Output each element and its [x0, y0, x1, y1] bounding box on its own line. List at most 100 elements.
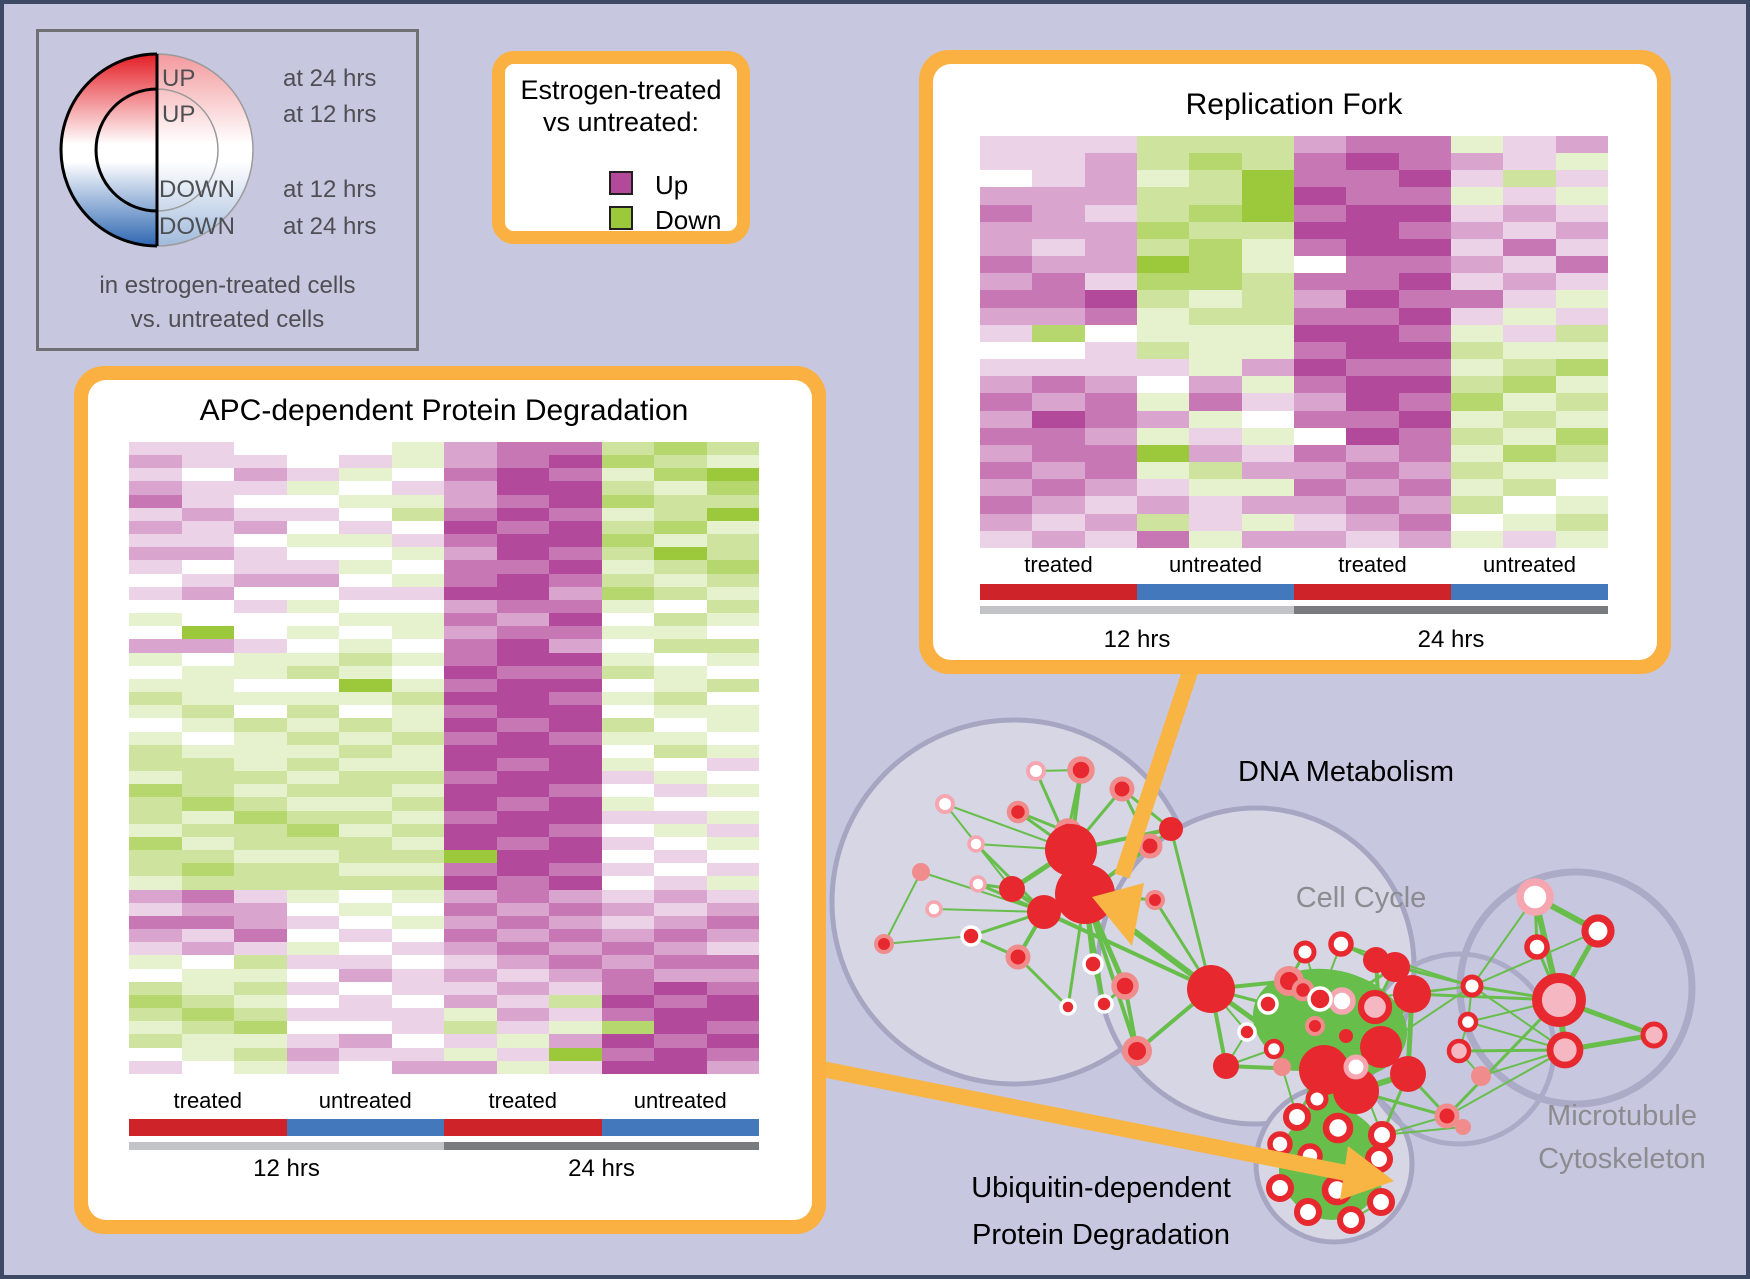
heatmap-cell [391, 520, 444, 535]
heatmap-cell [549, 442, 602, 456]
heatmap-cell [391, 547, 444, 561]
heatmap-cell [339, 534, 392, 548]
network-node [1082, 953, 1104, 975]
heatmap-cell [1555, 238, 1608, 257]
microtubule-label-line1: Microtubule [1547, 1100, 1697, 1132]
heatmap-cell [444, 929, 497, 943]
heatmap-cell [549, 1034, 602, 1048]
heatmap-cell [601, 678, 654, 693]
heatmap-cell [980, 427, 1033, 445]
heatmap-cell [234, 757, 287, 772]
heatmap-cell [1398, 513, 1451, 531]
heatmap-cell [129, 468, 182, 482]
heatmap-cell [1136, 444, 1190, 463]
heatmap-cell [129, 547, 182, 561]
time-label-12-hrs: 12 hrs [253, 1155, 320, 1182]
heatmap-cell [444, 455, 497, 469]
heatmap-cell [1346, 341, 1399, 360]
heatmap-cell [1503, 479, 1556, 497]
heatmap-cell [339, 481, 392, 495]
heatmap-cell [496, 902, 549, 916]
heatmap-cell [129, 929, 182, 943]
heatmap-cell [181, 639, 234, 653]
heatmap-cell [286, 1060, 339, 1074]
heatmap-cell [129, 994, 182, 1009]
heatmap-cell [706, 599, 759, 614]
heatmap-cell [1189, 290, 1242, 308]
heatmap-cell [1450, 427, 1504, 445]
heatmap-cell [1398, 136, 1451, 154]
heatmap-cell [1346, 376, 1399, 394]
network-node [1343, 1054, 1369, 1080]
heatmap-cell [1032, 221, 1085, 239]
heatmap-cell [706, 797, 759, 811]
heatmap-cell [286, 863, 339, 877]
heatmap-cell [444, 850, 497, 864]
heatmap-cell [1503, 444, 1556, 463]
heatmap-cell [129, 442, 182, 456]
heatmap-cell [444, 810, 497, 824]
heatmap-cell [181, 915, 234, 930]
heatmap-cell [339, 586, 392, 600]
heatmap-cell [444, 968, 497, 982]
heatmap-cell [444, 836, 497, 851]
heatmap-cell [980, 221, 1033, 239]
heatmap-cell [706, 915, 759, 930]
heatmap-cell [339, 1060, 392, 1074]
heatmap-cell [286, 744, 339, 758]
heatmap-cell [1084, 341, 1137, 360]
heatmap-cell [549, 863, 602, 877]
heatmap-cell [286, 1021, 339, 1035]
heatmap-cell [601, 573, 654, 587]
heatmap-cell [706, 981, 759, 995]
heatmap-cell [496, 586, 549, 600]
apc-heatmap [129, 442, 759, 1074]
heatmap-cell [601, 1021, 654, 1035]
heatmap-cell [391, 665, 444, 679]
heatmap-cell [1346, 238, 1399, 257]
heatmap-cell [1293, 479, 1347, 497]
heatmap-cell [601, 494, 654, 508]
heatmap-cell [1189, 513, 1242, 531]
heatmap-cell [129, 1008, 182, 1022]
heatmap-cell [1241, 496, 1294, 514]
heatmap-cell [654, 494, 707, 508]
heatmap-cell [496, 836, 549, 851]
heatmap-cell [1293, 256, 1347, 274]
heatmap-cell [444, 692, 497, 706]
heatmap-cell [339, 889, 392, 903]
network-node [1322, 1112, 1354, 1144]
heatmap-cell [181, 718, 234, 732]
heatmap-cell [1293, 324, 1347, 342]
microtubule-label-line2: Cytoskeleton [1538, 1143, 1706, 1175]
cell-cycle-label: Cell Cycle [1296, 882, 1427, 914]
heatmap-cell [706, 626, 759, 640]
heatmap-cell [1241, 393, 1294, 411]
heatmap-cell [1189, 238, 1242, 257]
heatmap-cell [1241, 136, 1294, 154]
heatmap-cell [654, 520, 707, 535]
heatmap-cell [286, 784, 339, 798]
heatmap-cell [496, 1034, 549, 1048]
heatmap-cell [1503, 273, 1556, 291]
heatmap-cell [234, 507, 287, 521]
heatmap-cell [1450, 462, 1504, 480]
heatmap-cell [601, 1060, 654, 1074]
heatmap-cell [1555, 204, 1608, 222]
heatmap-cell [549, 718, 602, 732]
heatmap-cell [181, 797, 234, 811]
group-label-treated-0: treated [1024, 552, 1093, 577]
heatmap-cell [1241, 256, 1294, 274]
heatmap-cell [129, 626, 182, 640]
heatmap-cell [234, 705, 287, 719]
heatmap-cell [1398, 256, 1451, 274]
heatmap-cell [1136, 376, 1190, 394]
heatmap-cell [1398, 376, 1451, 394]
heatmap-cell [980, 341, 1033, 360]
heatmap-cell [339, 850, 392, 864]
network-node [1307, 986, 1333, 1012]
heatmap-cell [234, 468, 287, 482]
heatmap-cell [549, 692, 602, 706]
heatmap-cell [444, 876, 497, 890]
heatmap-cell [286, 442, 339, 456]
